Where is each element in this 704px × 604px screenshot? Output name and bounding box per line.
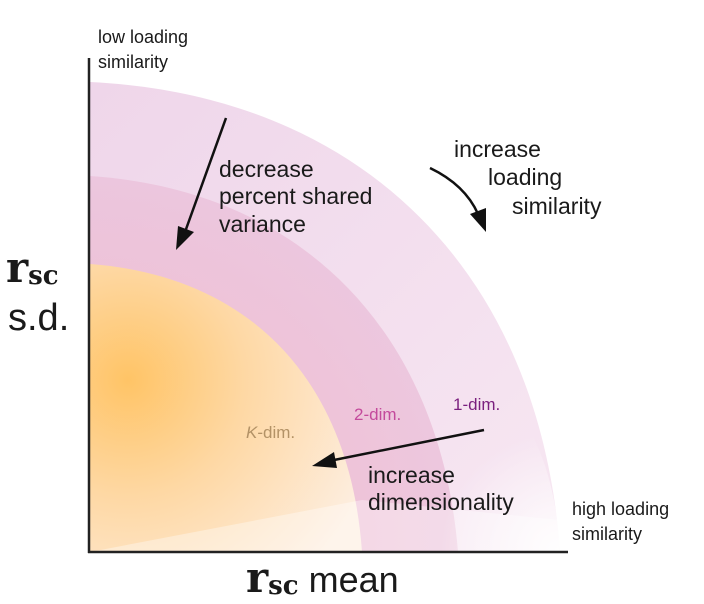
- corner-fade: [420, 390, 560, 552]
- decrease-variance-label: decrease percent shared variance: [219, 156, 379, 237]
- two-dim-label: 2-dim.: [354, 405, 401, 424]
- arrow-increase-similarity: [429, 166, 486, 232]
- arrow-decrease-variance: [176, 117, 228, 250]
- increase-similarity-label: increase loading similarity: [454, 136, 602, 219]
- one-dim-label: 1-dim.: [453, 395, 500, 414]
- y-axis-symbol: rsc: [6, 243, 59, 292]
- arrow-increase-dimensionality: [312, 428, 485, 468]
- k-dim-label: K-dim.: [246, 423, 295, 442]
- x-axis-label: rsc mean: [246, 553, 399, 602]
- inner-region: [90, 264, 362, 552]
- y-axis-label: s.d.: [8, 297, 69, 339]
- low-loading-similarity-label: low loading similarity: [98, 27, 193, 72]
- increase-dimensionality-label: increase dimensionality: [368, 462, 514, 515]
- high-loading-similarity-label: high loading similarity: [572, 499, 674, 544]
